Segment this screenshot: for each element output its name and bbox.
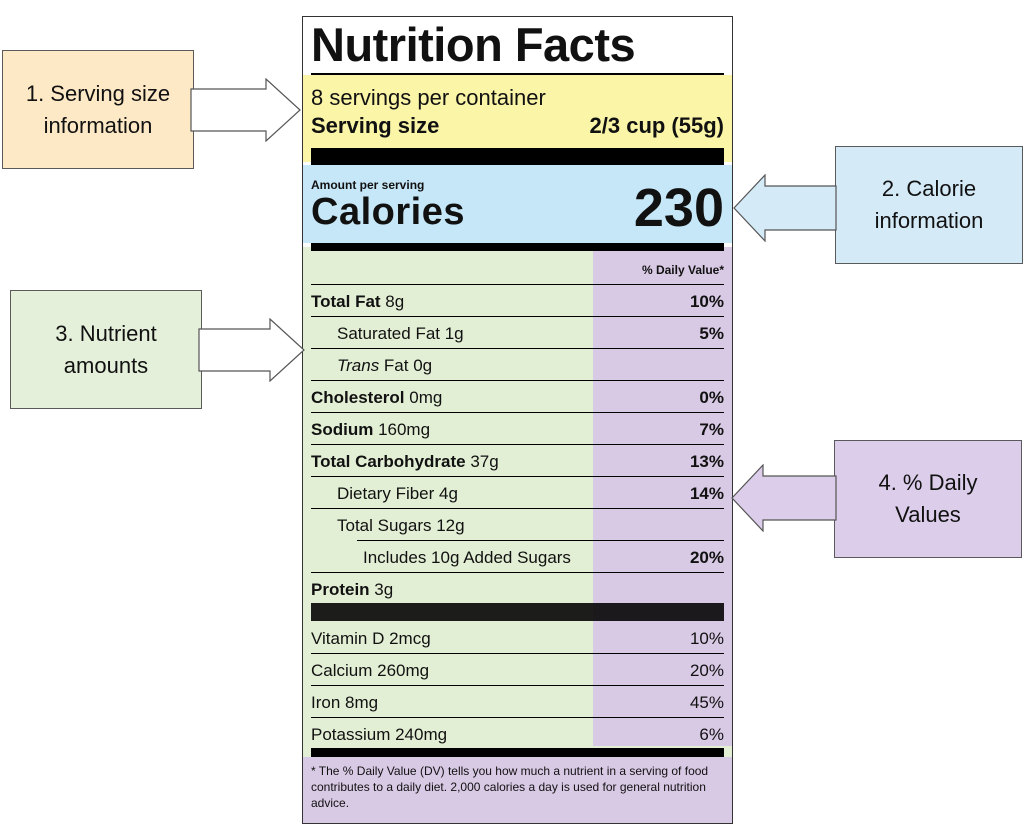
callout-nutrient: 3. Nutrient amounts <box>10 290 202 409</box>
nutrient-amount: 3g <box>369 580 394 599</box>
nutrient-name: Includes 10g Added Sugars <box>363 548 571 567</box>
callout-line: 4. % Daily <box>878 470 978 495</box>
left-arrow-icon <box>733 174 837 242</box>
divider <box>311 508 724 509</box>
nutrient-name: Dietary Fiber 4g <box>337 484 458 503</box>
vitamin-dv: 20% <box>689 661 724 680</box>
nutrient-dv: 7% <box>699 420 724 439</box>
nutrient-row-trans-fat: Trans Fat 0g <box>311 349 724 380</box>
callout-line: 3. Nutrient <box>55 320 157 346</box>
nutrient-row-total-carbohydrate: Total Carbohydrate 37g 13% <box>311 445 724 476</box>
vitamin-name: Iron 8mg <box>311 693 379 712</box>
divider <box>311 73 724 75</box>
divider <box>311 476 724 477</box>
nutrient-amount: 8g <box>380 292 405 311</box>
amount-per-serving: Amount per serving <box>311 178 425 192</box>
divider <box>357 540 724 541</box>
callout-calorie: 2. Calorie information <box>835 146 1023 264</box>
callout-serving-size: 1. Serving size information <box>2 50 194 169</box>
serving-size-label: Serving size <box>311 113 440 138</box>
nutrient-row-saturated-fat: Saturated Fat 1g 5% <box>311 317 724 348</box>
nutrient-row-cholesterol: Cholesterol 0mg 0% <box>311 381 724 412</box>
nutrient-dv: 20% <box>689 548 724 567</box>
right-arrow-icon <box>198 318 305 382</box>
calorie-highlight <box>303 165 732 243</box>
callout-line: 2. Calorie <box>881 176 977 201</box>
callout-line: information <box>874 208 984 233</box>
serving-highlight <box>303 75 732 162</box>
daily-value-highlight <box>593 247 732 746</box>
callout-line: information <box>43 112 153 138</box>
nutrient-name: Cholesterol <box>311 388 405 407</box>
callout-line: Values <box>895 502 961 527</box>
vitamin-row: Iron 8mg 45% <box>311 686 724 717</box>
servings-per-container: 8 servings per container <box>311 85 546 110</box>
divider <box>311 348 724 349</box>
divider <box>311 685 724 686</box>
vitamin-row: Potassium 240mg 6% <box>311 718 724 749</box>
callout-line: 1. Serving size <box>25 80 171 106</box>
callout-daily-value: 4. % Daily Values <box>834 440 1022 558</box>
nutrient-name: Protein <box>311 580 370 599</box>
thick-divider <box>311 603 724 621</box>
nutrient-row-added-sugars: Includes 10g Added Sugars 20% <box>311 541 724 572</box>
nutrient-dv: 13% <box>689 452 724 471</box>
nutrient-name: Saturated Fat 1g <box>337 324 464 343</box>
vitamin-name: Vitamin D 2mcg <box>311 629 431 648</box>
divider <box>311 316 724 317</box>
nutrient-row-protein: Protein 3g <box>311 573 724 604</box>
divider <box>311 380 724 381</box>
vitamin-dv: 10% <box>689 629 724 648</box>
vitamin-name: Potassium 240mg <box>311 725 448 744</box>
label-title: Nutrition Facts <box>311 18 636 71</box>
daily-value-header: % Daily Value* <box>641 263 724 277</box>
nutrient-amount: 0mg <box>404 388 443 407</box>
serving-size-value: 2/3 cup (55g) <box>589 113 724 138</box>
left-arrow-icon <box>731 464 837 532</box>
nutrient-name: Total Carbohydrate <box>311 452 466 471</box>
divider <box>311 572 724 573</box>
calories-value: 230 <box>633 178 724 238</box>
divider <box>311 717 724 718</box>
footnote: * The % Daily Value (DV) tells you how m… <box>311 764 709 810</box>
right-arrow-icon <box>190 78 301 142</box>
nutrient-row-total-fat: Total Fat 8g 10% <box>311 285 724 316</box>
nutrient-amount: Fat 0g <box>379 356 433 375</box>
nutrient-row-total-sugars: Total Sugars 12g <box>311 509 724 540</box>
nutrition-label: Nutrition Facts 8 servings per container… <box>302 16 733 824</box>
nutrient-amount: 37g <box>465 452 499 471</box>
footnote-highlight <box>303 757 732 823</box>
nutrient-name: Total Fat <box>311 292 381 311</box>
nutrient-dv: 10% <box>689 292 724 311</box>
vitamin-dv: 45% <box>689 693 724 712</box>
calories-label: Calories <box>311 191 465 233</box>
nutrient-dv: 0% <box>699 388 724 407</box>
divider <box>311 412 724 413</box>
nutrient-dv: 5% <box>699 324 724 343</box>
vitamin-name: Calcium 260mg <box>311 661 430 680</box>
medium-divider <box>311 748 724 757</box>
nutrient-dv: 14% <box>689 484 724 503</box>
callout-line: amounts <box>63 352 149 378</box>
vitamin-row: Vitamin D 2mcg 10% <box>311 622 724 653</box>
nutrient-amount: 160mg <box>373 420 431 439</box>
nutrient-name: Sodium <box>311 420 374 439</box>
nutrient-row-sodium: Sodium 160mg 7% <box>311 413 724 444</box>
nutrient-row-dietary-fiber: Dietary Fiber 4g 14% <box>311 477 724 508</box>
vitamin-dv: 6% <box>699 725 724 744</box>
thick-divider <box>311 148 724 165</box>
divider <box>311 653 724 654</box>
nutrient-name: Total Sugars 12g <box>337 516 465 535</box>
divider <box>311 284 724 285</box>
divider <box>311 444 724 445</box>
nutrient-name: Trans <box>337 356 380 375</box>
vitamin-row: Calcium 260mg 20% <box>311 654 724 685</box>
medium-divider <box>311 243 724 251</box>
